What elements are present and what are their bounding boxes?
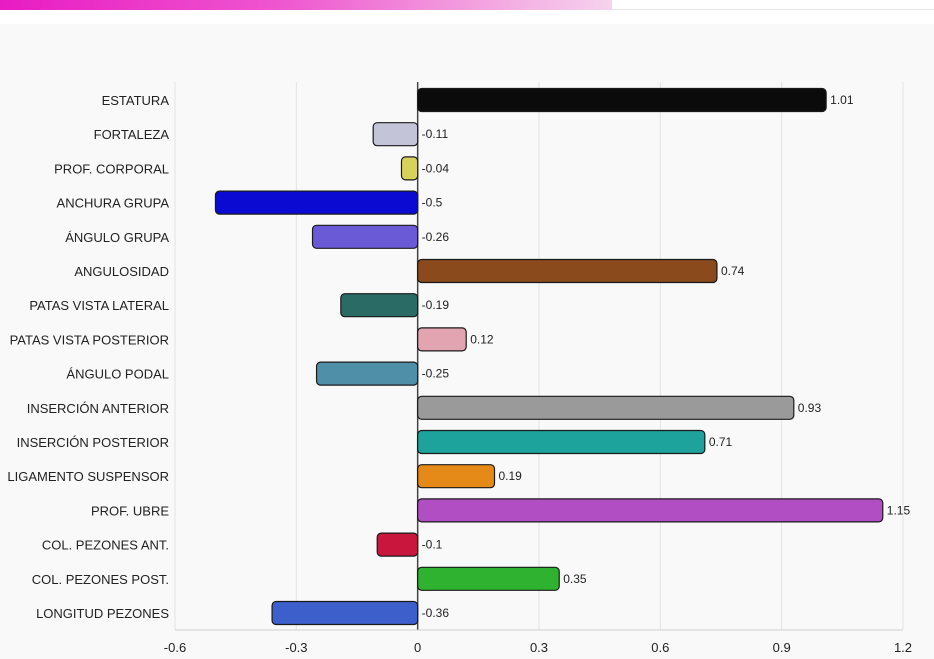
data-label: 0.74 (721, 264, 745, 278)
data-label: -0.04 (422, 161, 450, 175)
data-label: 0.35 (563, 572, 587, 586)
category-label: ANGULOSIDAD (74, 264, 169, 279)
plot-background (0, 24, 934, 659)
data-label: 1.15 (887, 503, 911, 517)
header-rule (612, 9, 934, 10)
bar (311, 224, 419, 249)
category-labels: ESTATURA FORTALEZA PROF. CORPORAL ANCHURA G… (7, 93, 169, 621)
x-tick-label: -0.6 (164, 640, 186, 655)
data-label: -0.25 (422, 367, 450, 381)
x-axis: -0.6 -0.3 0 0.3 0.6 0.9 1.2 (164, 629, 912, 655)
gridlines (174, 82, 904, 630)
bar (417, 87, 827, 113)
x-tick-label: -0.3 (285, 640, 307, 655)
x-tick-label: 0.6 (651, 640, 669, 655)
data-label: 1.01 (830, 93, 854, 107)
data-label: 0.12 (470, 332, 494, 346)
data-label: -0.11 (422, 127, 449, 141)
bar (417, 327, 467, 352)
header-accent-stripe (0, 0, 612, 10)
bars: 1.01 -0.11 -0.04 -0.5 -0.26 0.74 -0.19 0.12 -0.2… (214, 87, 911, 626)
category-label: COL. PEZONES ANT. (42, 538, 169, 553)
category-label: PATAS VISTA POSTERIOR (10, 332, 169, 347)
data-label: 0.93 (798, 401, 822, 415)
category-label: ESTATURA (102, 93, 170, 108)
category-label: PATAS VISTA LATERAL (29, 298, 169, 313)
category-label: LIGAMENTO SUSPENSOR (7, 469, 169, 484)
data-label: -0.1 (422, 538, 443, 552)
bar (417, 429, 706, 455)
bar (417, 464, 496, 489)
data-label: -0.5 (422, 196, 443, 210)
bar (376, 532, 419, 557)
data-label: 0.71 (709, 435, 733, 449)
bar (214, 190, 419, 215)
category-label: COL. PEZONES POST. (32, 572, 169, 587)
bar (417, 498, 884, 523)
bar (340, 293, 419, 318)
category-label: ÁNGULO PODAL (66, 367, 169, 382)
data-label: -0.19 (422, 298, 450, 312)
category-label: ANCHURA GRUPA (57, 196, 170, 211)
bar (372, 122, 419, 147)
category-label: INSERCIÓN POSTERIOR (17, 435, 169, 450)
category-label: ÁNGULO GRUPA (65, 230, 169, 245)
bar (400, 156, 419, 181)
category-label: INSERCIÓN ANTERIOR (27, 401, 169, 416)
x-tick-label: 1.2 (894, 640, 912, 655)
bar (417, 258, 718, 284)
bar (271, 600, 419, 626)
x-tick-label: 0.9 (773, 640, 791, 655)
category-label: FORTALEZA (94, 127, 170, 142)
bar (417, 566, 560, 591)
category-label: PROF. CORPORAL (54, 161, 169, 176)
x-tick-label: 0.3 (530, 640, 548, 655)
data-label: 0.19 (499, 469, 523, 483)
x-tick-label: 0 (414, 640, 421, 655)
category-label: LONGITUD PEZONES (36, 606, 169, 621)
bar (315, 361, 419, 386)
data-label: -0.36 (422, 606, 450, 620)
category-label: PROF. UBRE (91, 503, 169, 518)
bar (417, 395, 795, 420)
data-label: -0.26 (422, 230, 450, 244)
